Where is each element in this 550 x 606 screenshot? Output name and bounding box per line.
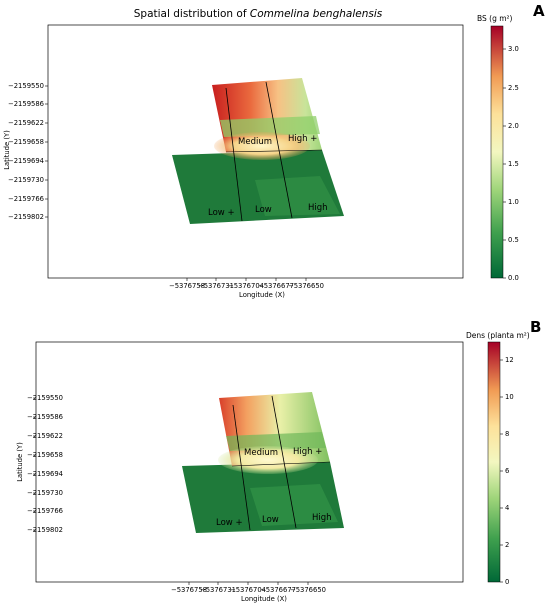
y-tick-label: −2159586 — [27, 413, 63, 421]
y-axis: −2159550 −2159586 −2159622 −2159658 −215… — [8, 82, 48, 221]
zone-divider-1 — [225, 87, 243, 222]
colorbar: Dens (planta m²) 0 2 4 6 8 10 12 — [466, 331, 530, 586]
colorbar-tick: 3.0 — [508, 45, 519, 53]
y-tick-label: −2159658 — [8, 138, 44, 146]
y-tick-label: −2159622 — [8, 119, 44, 127]
x-tick-label: −5376704 — [230, 586, 266, 594]
colorbar-tick: 0.0 — [508, 274, 519, 282]
colorbar-tick: 2.5 — [508, 84, 519, 92]
heatmap-field — [182, 392, 344, 533]
upper-block-green-band — [220, 116, 320, 137]
y-tick-label: −2159694 — [27, 470, 63, 478]
colorbar-tick: 1.0 — [508, 198, 519, 206]
y-axis-label: Latitude (Y) — [3, 130, 11, 170]
hotspot — [218, 446, 318, 474]
y-tick-label: −2159802 — [8, 213, 44, 221]
zone-label-low: Low — [262, 515, 279, 525]
y-tick-label: −2159550 — [27, 394, 63, 402]
zone-label-low-plus: Low + — [208, 208, 235, 218]
zone-label-low-plus: Low + — [216, 518, 243, 528]
zone-label-high: High — [308, 203, 328, 213]
x-axis: −5376758 −5376731 −5376704 −5376677 −537… — [171, 582, 326, 594]
panel-a: Spatial distribution of Commelina bengha… — [3, 2, 545, 299]
zone-label-low: Low — [255, 205, 272, 215]
panel-b: B Medium High + Low + Low High −2159550 … — [16, 318, 541, 603]
colorbar-label: Dens (planta m²) — [466, 331, 530, 340]
y-tick-label: −2159694 — [8, 157, 44, 165]
lower-block-shade — [250, 484, 338, 526]
colorbar-gradient — [490, 25, 504, 279]
colorbar: BS (g m²) 0.0 0.5 1.0 1.5 2.0 2.5 3.0 — [477, 14, 519, 282]
x-tick-label: −5376731 — [198, 282, 234, 290]
x-tick-label: −5376677 — [260, 586, 296, 594]
x-tick-label: −5376731 — [200, 586, 236, 594]
x-tick-label: −5376677 — [258, 282, 294, 290]
upper-block-green-band — [226, 432, 326, 451]
colorbar-label: BS (g m²) — [477, 14, 513, 23]
y-tick-label: −2159730 — [27, 489, 63, 497]
y-tick-label: −2159622 — [27, 432, 63, 440]
y-tick-label: −2159658 — [27, 451, 63, 459]
zone-divider-h — [225, 149, 323, 153]
x-axis: −5376758 −5376731 −5376704 −5376677 −537… — [169, 278, 324, 290]
colorbar-tick: 2.0 — [508, 122, 519, 130]
colorbar-tick: 0 — [505, 578, 509, 586]
heatmap-field — [172, 78, 344, 224]
zone-divider-2 — [265, 81, 293, 219]
colorbar-tick: 2 — [505, 541, 509, 549]
colorbar-tick: 8 — [505, 430, 509, 438]
zone-label-medium: Medium — [244, 448, 278, 458]
panel-letter-a: A — [533, 2, 545, 20]
y-tick-label: −2159766 — [8, 195, 44, 203]
y-tick-label: −2159550 — [8, 82, 44, 90]
y-tick-label: −2159766 — [27, 507, 63, 515]
colorbar-tick: 1.5 — [508, 160, 519, 168]
zone-label-medium: Medium — [238, 137, 272, 147]
chart-title: Spatial distribution of Commelina bengha… — [134, 8, 383, 20]
colorbar-gradient — [487, 341, 501, 583]
x-tick-label: −5376704 — [228, 282, 264, 290]
y-tick-label: −2159730 — [8, 176, 44, 184]
x-tick-label: −5376650 — [288, 282, 324, 290]
y-axis-label: Latitude (Y) — [16, 442, 24, 482]
panel-letter-b: B — [530, 318, 541, 336]
zone-divider-1 — [232, 404, 251, 531]
x-axis-label: Longitude (X) — [241, 595, 287, 603]
x-axis-label: Longitude (X) — [239, 291, 285, 299]
zone-divider-2 — [271, 395, 297, 529]
colorbar-tick: 0.5 — [508, 236, 519, 244]
y-axis: −2159550 −2159586 −2159622 −2159658 −215… — [27, 394, 63, 534]
zone-label-high-plus: High + — [288, 134, 317, 144]
lower-block-shade — [255, 176, 340, 216]
y-tick-label: −2159586 — [8, 100, 44, 108]
colorbar-tick: 6 — [505, 467, 509, 475]
x-tick-label: −5376650 — [290, 586, 326, 594]
hotspot — [214, 132, 310, 160]
y-tick-label: −2159802 — [27, 526, 63, 534]
x-tick-label: −5376758 — [171, 586, 207, 594]
zone-label-high-plus: High + — [293, 447, 322, 457]
colorbar-tick: 10 — [505, 393, 514, 401]
zone-label-high: High — [312, 513, 332, 523]
colorbar-tick: 4 — [505, 504, 509, 512]
colorbar-tick: 12 — [505, 356, 514, 364]
x-tick-label: −5376758 — [169, 282, 205, 290]
zone-divider-h — [231, 461, 331, 467]
